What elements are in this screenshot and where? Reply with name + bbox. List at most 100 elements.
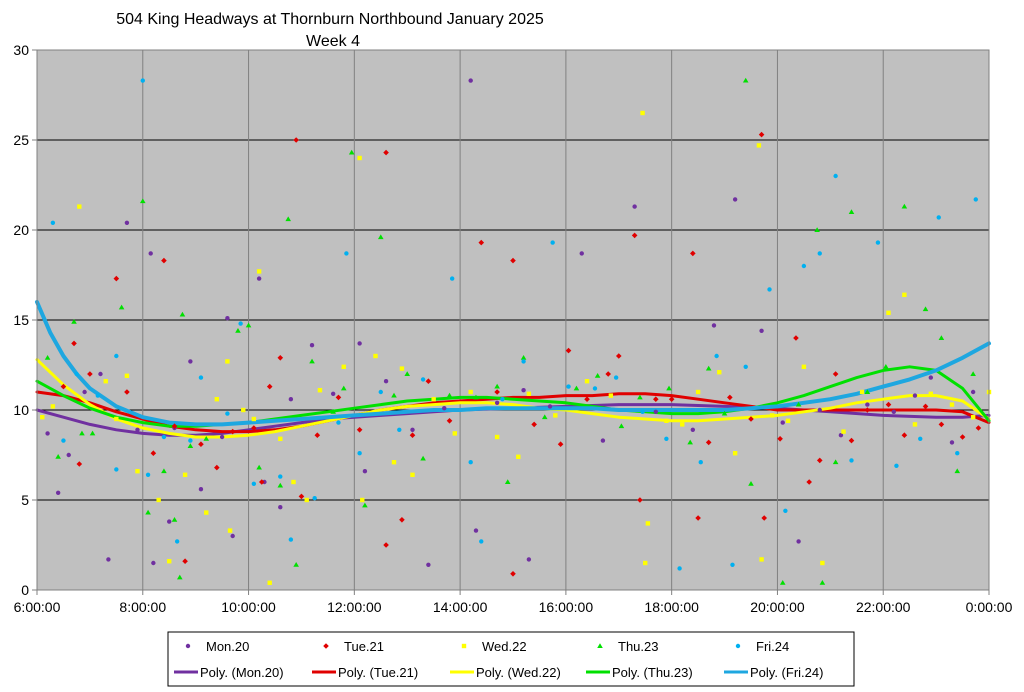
data-point [848, 437, 855, 444]
data-point [714, 353, 719, 359]
data-point [309, 343, 315, 348]
data-point [309, 358, 315, 364]
data-point [330, 391, 336, 396]
data-point [377, 234, 384, 240]
data-point [705, 439, 712, 446]
data-point [317, 388, 323, 393]
data-point [404, 371, 411, 376]
legend-label: Poly. (Tue.21) [338, 665, 418, 680]
trendlines [35, 300, 991, 439]
data-point [777, 436, 783, 442]
data-point [717, 370, 722, 375]
data-point [251, 416, 257, 422]
data-point [225, 359, 230, 364]
data-point [312, 496, 317, 501]
data-point [727, 394, 733, 401]
data-point [833, 173, 838, 179]
data-point [550, 240, 555, 245]
data-point [838, 433, 844, 438]
data-point [340, 385, 347, 391]
data-point [87, 371, 93, 377]
data-point [219, 434, 225, 440]
data-point [106, 557, 111, 562]
data-point [801, 263, 807, 269]
y-tick-label: 15 [13, 312, 29, 328]
data-point [553, 413, 558, 418]
data-point [288, 537, 294, 542]
data-point [864, 389, 871, 394]
data-point [557, 441, 564, 447]
data-point [901, 432, 908, 438]
data-point [473, 528, 479, 533]
data-point [687, 439, 693, 445]
data-point [135, 427, 140, 432]
data-point [362, 469, 368, 474]
data-point [975, 425, 982, 431]
data-point [494, 434, 500, 440]
data-point [643, 560, 648, 566]
data-point [785, 418, 791, 423]
data-point [970, 371, 976, 376]
data-point [238, 321, 243, 326]
data-point [468, 460, 473, 465]
data-point [883, 364, 889, 369]
data-point [360, 497, 365, 503]
data-point [520, 355, 527, 360]
data-point [565, 347, 572, 354]
data-point [816, 457, 823, 464]
data-point [468, 389, 473, 395]
data-point [573, 385, 580, 391]
data-point [759, 557, 764, 562]
data-point [114, 353, 119, 359]
data-point [912, 393, 918, 398]
data-point [373, 353, 378, 359]
data-point [547, 404, 553, 409]
x-tick-label: 18:00:00 [644, 599, 699, 615]
data-point [653, 396, 659, 402]
legend-marker [597, 643, 603, 648]
data-point [817, 251, 822, 256]
data-point [356, 427, 363, 433]
data-point [50, 220, 56, 225]
data-point [918, 436, 923, 441]
data-point [55, 490, 61, 495]
data-point [139, 198, 146, 204]
data-point [618, 423, 625, 429]
data-point [214, 464, 220, 471]
data-point [594, 373, 601, 378]
data-point [922, 306, 929, 312]
data-point [928, 375, 934, 380]
legend-marker [461, 643, 467, 649]
data-point [566, 384, 571, 389]
data-point [664, 436, 669, 441]
data-point [71, 319, 77, 324]
data-point [171, 517, 178, 522]
data-point [258, 479, 265, 485]
data-point [637, 394, 643, 400]
y-axis: 0 5 10 15 20 25 30 [13, 42, 37, 598]
series-fri-24 [50, 78, 978, 571]
x-tick-label: 20:00:00 [750, 599, 805, 615]
data-point [256, 276, 262, 281]
data-point [832, 371, 839, 377]
data-point [690, 250, 696, 257]
data-point [148, 251, 153, 256]
data-point [769, 413, 775, 418]
data-point [426, 562, 431, 567]
data-point [613, 375, 619, 380]
data-point [865, 402, 870, 407]
data-point [732, 451, 738, 456]
data-point [743, 364, 748, 369]
data-point [40, 415, 45, 420]
data-point [391, 392, 397, 398]
data-point [114, 467, 119, 472]
data-point [640, 409, 645, 414]
data-point [442, 406, 447, 411]
data-point [446, 418, 453, 424]
data-point [74, 371, 79, 377]
data-point [640, 110, 645, 116]
data-point [383, 542, 389, 548]
data-point [55, 454, 61, 459]
data-point [584, 379, 590, 384]
data-point [705, 365, 712, 371]
